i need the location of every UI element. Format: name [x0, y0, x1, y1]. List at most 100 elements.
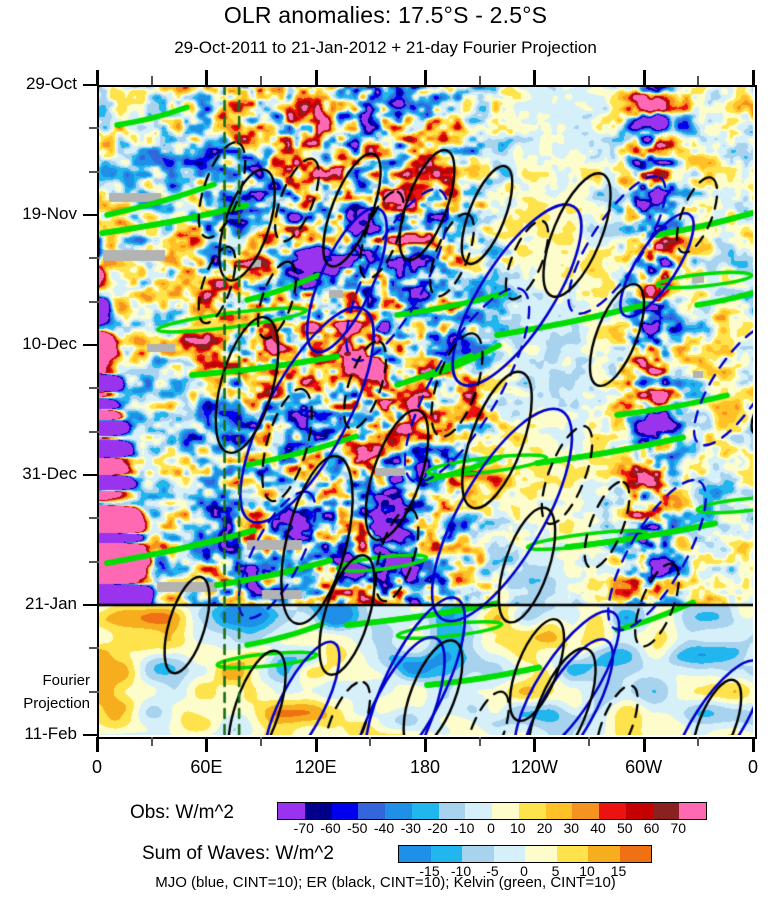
x-axis-tick-major [642, 737, 646, 752]
colorbar-tick-label: 10 [579, 863, 595, 879]
colorbar-swatch [518, 803, 546, 819]
y-axis-tick-minor [89, 170, 99, 173]
y-axis-label: 19-Nov [22, 204, 77, 223]
x-axis-tick-major [314, 737, 318, 752]
x-axis-tick-minor [260, 76, 262, 85]
colorbar-swatch [625, 803, 653, 819]
x-axis-tick-major [424, 70, 427, 85]
colorbar-swatch [493, 846, 525, 862]
colorbar-tick-label: -50 [347, 820, 368, 836]
colorbar-tick-label: -60 [320, 820, 341, 836]
x-axis-tick-minor [697, 737, 700, 746]
y-axis-tick-major [83, 344, 99, 346]
page-title: OLR anomalies: 17.5°S - 2.5°S [223, 2, 548, 28]
y-axis-tick-minor [89, 300, 99, 303]
colorbar-swatch [399, 846, 431, 862]
y-axis-tick-minor [89, 560, 99, 563]
y-axis-tick-major [83, 84, 99, 86]
plot-area [97, 85, 753, 735]
x-axis-label: 120W [510, 757, 558, 777]
x-axis-label: 0 [91, 757, 102, 777]
x-axis-tick-major [314, 70, 318, 85]
y-axis-tick-major [83, 474, 99, 476]
y-axis-tick-minor [89, 127, 99, 130]
colorbar-swatch [430, 846, 462, 862]
y-axis-tick-minor [89, 257, 99, 260]
x-axis-label: 120E [294, 757, 337, 777]
colorbar-swatch [331, 803, 359, 819]
y-axis-tick-minor [89, 517, 99, 520]
x-axis-tick-minor [260, 737, 262, 746]
x-axis-tick-major [642, 70, 646, 85]
colorbar-title-obs: Obs: W/m^2 [130, 802, 234, 823]
colorbar-swatch [492, 803, 519, 819]
x-axis-tick-major [533, 737, 537, 752]
y-axis-tick-minor [89, 690, 99, 693]
y-axis-tick-minor [89, 387, 99, 390]
colorbar-swatch [304, 803, 332, 819]
x-axis-label: 0 [747, 757, 758, 777]
x-axis-tick-major [205, 737, 209, 752]
colorbar-tick-label: -10 [450, 863, 472, 879]
colorbar-swatch [572, 803, 599, 819]
wave-contour-overlay [97, 85, 753, 735]
x-axis-tick-minor [478, 76, 481, 85]
x-axis-tick-major [752, 70, 755, 85]
y-axis-tick-major [83, 214, 99, 216]
colorbar-tick-label: 0 [487, 820, 495, 836]
y-axis-tick-minor [89, 647, 99, 650]
x-axis-tick-major [752, 737, 755, 752]
colorbar-tick-label: -70 [293, 820, 314, 836]
colorbar-swatch [462, 846, 494, 862]
colorbar-tick-label: -10 [454, 820, 475, 836]
colorbar-obs [277, 802, 707, 820]
colorbar-swatch [652, 803, 680, 819]
colorbar-tick-label: 30 [563, 820, 580, 836]
colorbar-swatch [619, 846, 651, 862]
colorbar-swatch [588, 846, 620, 862]
colorbar-tick-label: 40 [590, 820, 606, 836]
x-axis-tick-minor [150, 76, 153, 85]
colorbar-swatch [438, 803, 466, 819]
colorbar-tick-label: 0 [520, 863, 528, 879]
fourier-projection-label-line2: Projection [23, 695, 90, 712]
colorbar-swatch [525, 846, 557, 862]
colorbar-tick-label: -40 [373, 820, 395, 836]
y-axis-label: 10-Dec [22, 334, 77, 353]
x-axis-tick-major [96, 737, 99, 752]
colorbar-tick-label: -30 [400, 820, 421, 836]
colorbar-tick-label: 20 [536, 820, 553, 836]
y-axis-tick-major [83, 604, 99, 606]
page-subtitle: 29-Oct-2011 to 21-Jan-2012 + 21-day Four… [174, 38, 597, 57]
x-axis-tick-minor [697, 76, 700, 85]
y-axis-tick-minor [89, 430, 99, 433]
colorbar-tick-label: -5 [486, 863, 499, 879]
y-axis-label: 11-Feb [24, 724, 77, 743]
colorbar-tick-label: 50 [616, 820, 633, 836]
colorbar-swatch [599, 803, 626, 819]
colorbar-tick-label: -20 [427, 820, 448, 836]
colorbar-tick-label: 15 [610, 863, 627, 879]
x-axis-tick-major [424, 737, 427, 752]
y-axis-label: 29-Oct [25, 74, 77, 93]
overlay-caption: MJO (blue, CINT=10); ER (black, CINT=10)… [155, 874, 616, 891]
colorbar-swatch [278, 803, 305, 819]
colorbar-swatch [545, 803, 573, 819]
x-axis-tick-minor [588, 737, 590, 746]
colorbar-swatch [679, 803, 706, 819]
x-axis-tick-major [205, 70, 209, 85]
x-axis-tick-minor [588, 76, 590, 85]
x-axis-tick-minor [369, 76, 372, 85]
colorbar-swatch [385, 803, 412, 819]
x-axis-tick-major [533, 70, 537, 85]
colorbar-swatch [465, 803, 492, 819]
colorbar-tick-label: 70 [670, 820, 687, 836]
x-axis-tick-minor [369, 737, 372, 746]
colorbar-tick-label: 60 [643, 820, 660, 836]
colorbar-tick-label: 10 [509, 820, 526, 836]
x-axis-label: 60W [625, 757, 663, 777]
x-axis-label: 60E [190, 757, 223, 777]
x-axis-tick-minor [478, 737, 481, 746]
y-axis-label: 21-Jan [25, 594, 77, 613]
